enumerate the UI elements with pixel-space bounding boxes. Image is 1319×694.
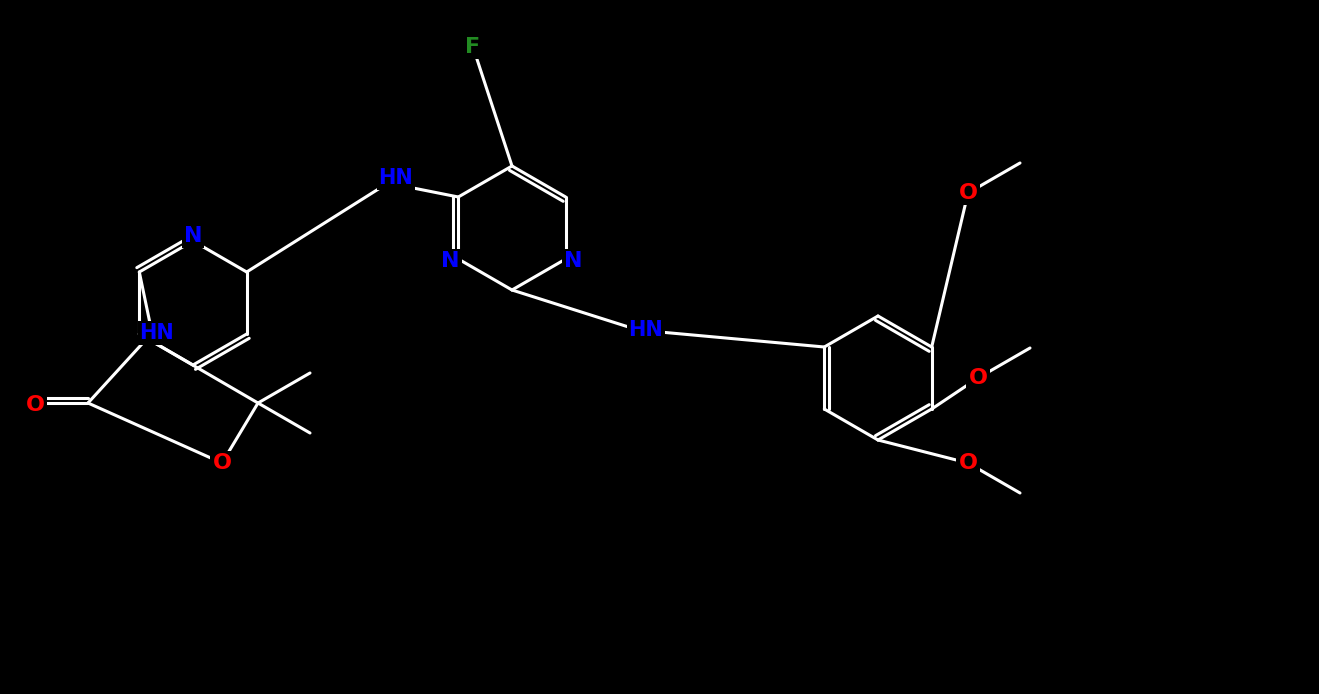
Text: N: N <box>565 251 583 271</box>
Text: O: O <box>959 183 977 203</box>
Text: F: F <box>466 37 480 57</box>
Text: O: O <box>959 453 977 473</box>
Text: HN: HN <box>379 168 413 188</box>
Text: O: O <box>968 368 988 388</box>
Text: HN: HN <box>140 323 174 343</box>
Text: O: O <box>25 395 45 415</box>
Text: N: N <box>183 226 202 246</box>
Text: HN: HN <box>629 320 663 340</box>
Text: O: O <box>212 453 232 473</box>
Text: N: N <box>441 251 459 271</box>
